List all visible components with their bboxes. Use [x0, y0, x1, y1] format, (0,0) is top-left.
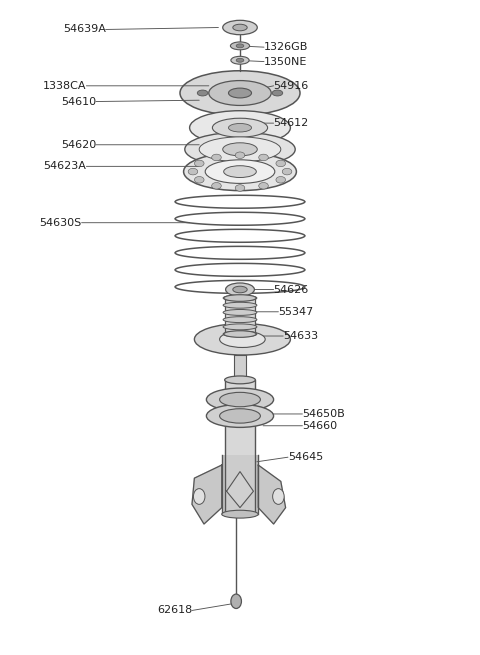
Ellipse shape	[224, 331, 256, 337]
Ellipse shape	[212, 183, 221, 189]
Ellipse shape	[223, 331, 257, 337]
Ellipse shape	[219, 409, 260, 423]
Ellipse shape	[233, 286, 247, 293]
Ellipse shape	[219, 392, 260, 407]
Text: 54630S: 54630S	[39, 217, 82, 228]
Ellipse shape	[233, 24, 247, 31]
Ellipse shape	[190, 111, 290, 145]
Ellipse shape	[223, 20, 257, 35]
Ellipse shape	[223, 295, 257, 301]
Ellipse shape	[206, 404, 274, 428]
Ellipse shape	[259, 183, 268, 189]
Text: 54626: 54626	[274, 284, 309, 295]
Ellipse shape	[209, 81, 271, 105]
Ellipse shape	[235, 185, 245, 191]
Polygon shape	[258, 465, 286, 524]
Text: 55347: 55347	[278, 307, 313, 317]
Ellipse shape	[259, 154, 268, 160]
Text: 54639A: 54639A	[63, 24, 106, 35]
Ellipse shape	[188, 168, 198, 175]
Ellipse shape	[225, 376, 255, 384]
Text: 54623A: 54623A	[44, 161, 86, 172]
Ellipse shape	[223, 324, 257, 330]
Text: 54620: 54620	[61, 140, 96, 150]
Ellipse shape	[180, 71, 300, 115]
Ellipse shape	[222, 510, 258, 518]
Ellipse shape	[276, 160, 286, 166]
Ellipse shape	[193, 489, 205, 504]
Ellipse shape	[226, 283, 254, 296]
Ellipse shape	[219, 331, 265, 347]
Ellipse shape	[223, 310, 257, 316]
Ellipse shape	[212, 119, 268, 137]
Ellipse shape	[228, 88, 252, 98]
Ellipse shape	[185, 132, 295, 166]
Ellipse shape	[206, 388, 274, 411]
Text: 1338CA: 1338CA	[43, 81, 86, 91]
Ellipse shape	[231, 594, 241, 608]
Ellipse shape	[230, 42, 250, 50]
Ellipse shape	[223, 143, 257, 156]
Ellipse shape	[236, 58, 244, 62]
Polygon shape	[227, 472, 253, 508]
Ellipse shape	[212, 154, 221, 160]
Ellipse shape	[235, 152, 245, 159]
Ellipse shape	[282, 168, 292, 175]
Ellipse shape	[183, 153, 296, 191]
Ellipse shape	[199, 137, 281, 162]
Ellipse shape	[194, 324, 290, 355]
Ellipse shape	[231, 56, 249, 64]
Polygon shape	[192, 465, 222, 524]
Text: 54645: 54645	[288, 452, 323, 462]
Ellipse shape	[205, 160, 275, 183]
Ellipse shape	[228, 123, 252, 132]
Text: 54916: 54916	[274, 81, 309, 91]
Ellipse shape	[223, 317, 257, 322]
Text: 1326GB: 1326GB	[264, 42, 308, 52]
Ellipse shape	[194, 176, 204, 183]
Ellipse shape	[197, 90, 208, 96]
Text: 54633: 54633	[283, 331, 318, 341]
Ellipse shape	[224, 295, 256, 301]
Text: 62618: 62618	[157, 605, 192, 616]
Ellipse shape	[273, 489, 284, 504]
Text: 54610: 54610	[61, 96, 96, 107]
Ellipse shape	[194, 160, 204, 166]
Text: 1350NE: 1350NE	[264, 56, 307, 67]
Ellipse shape	[272, 90, 283, 96]
Text: 54612: 54612	[274, 118, 309, 128]
Ellipse shape	[223, 302, 257, 309]
Text: 54660: 54660	[302, 421, 337, 431]
Ellipse shape	[224, 166, 256, 178]
Ellipse shape	[276, 176, 286, 183]
Polygon shape	[225, 298, 255, 334]
Text: 54650B: 54650B	[302, 409, 345, 419]
Ellipse shape	[236, 44, 244, 48]
